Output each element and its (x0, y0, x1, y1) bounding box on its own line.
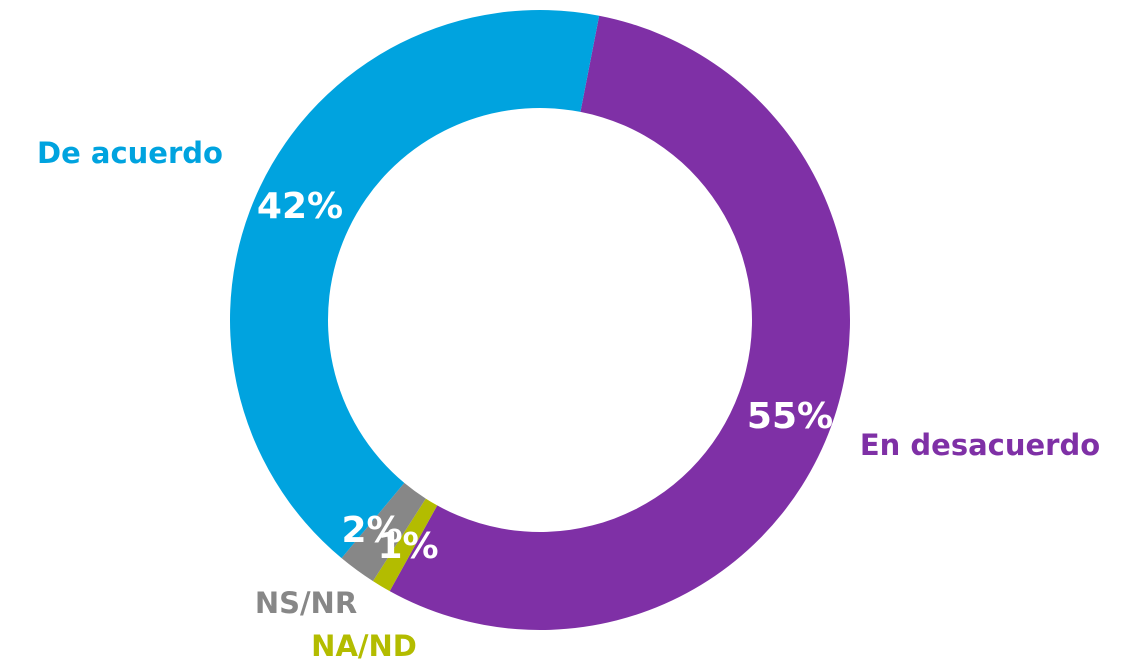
donut-slice (230, 9, 600, 559)
value-label: 1% (377, 526, 438, 567)
value-label: 55% (747, 396, 833, 437)
value-label: 42% (257, 186, 343, 227)
donut-slice (389, 15, 851, 631)
category-label: De acuerdo (37, 136, 223, 170)
category-label: NA/ND (311, 629, 417, 663)
category-label: NS/NR (255, 586, 357, 620)
value-label: 2% (341, 510, 402, 551)
category-label: En desacuerdo (860, 428, 1100, 462)
donut-slice (372, 498, 438, 592)
donut-slice (341, 482, 426, 582)
